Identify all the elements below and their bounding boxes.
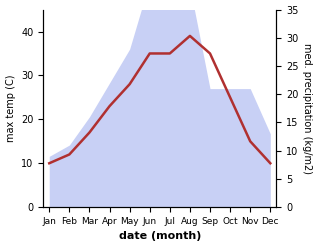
Y-axis label: max temp (C): max temp (C) [5,75,16,142]
Y-axis label: med. precipitation (kg/m2): med. precipitation (kg/m2) [302,43,313,174]
X-axis label: date (month): date (month) [119,231,201,242]
